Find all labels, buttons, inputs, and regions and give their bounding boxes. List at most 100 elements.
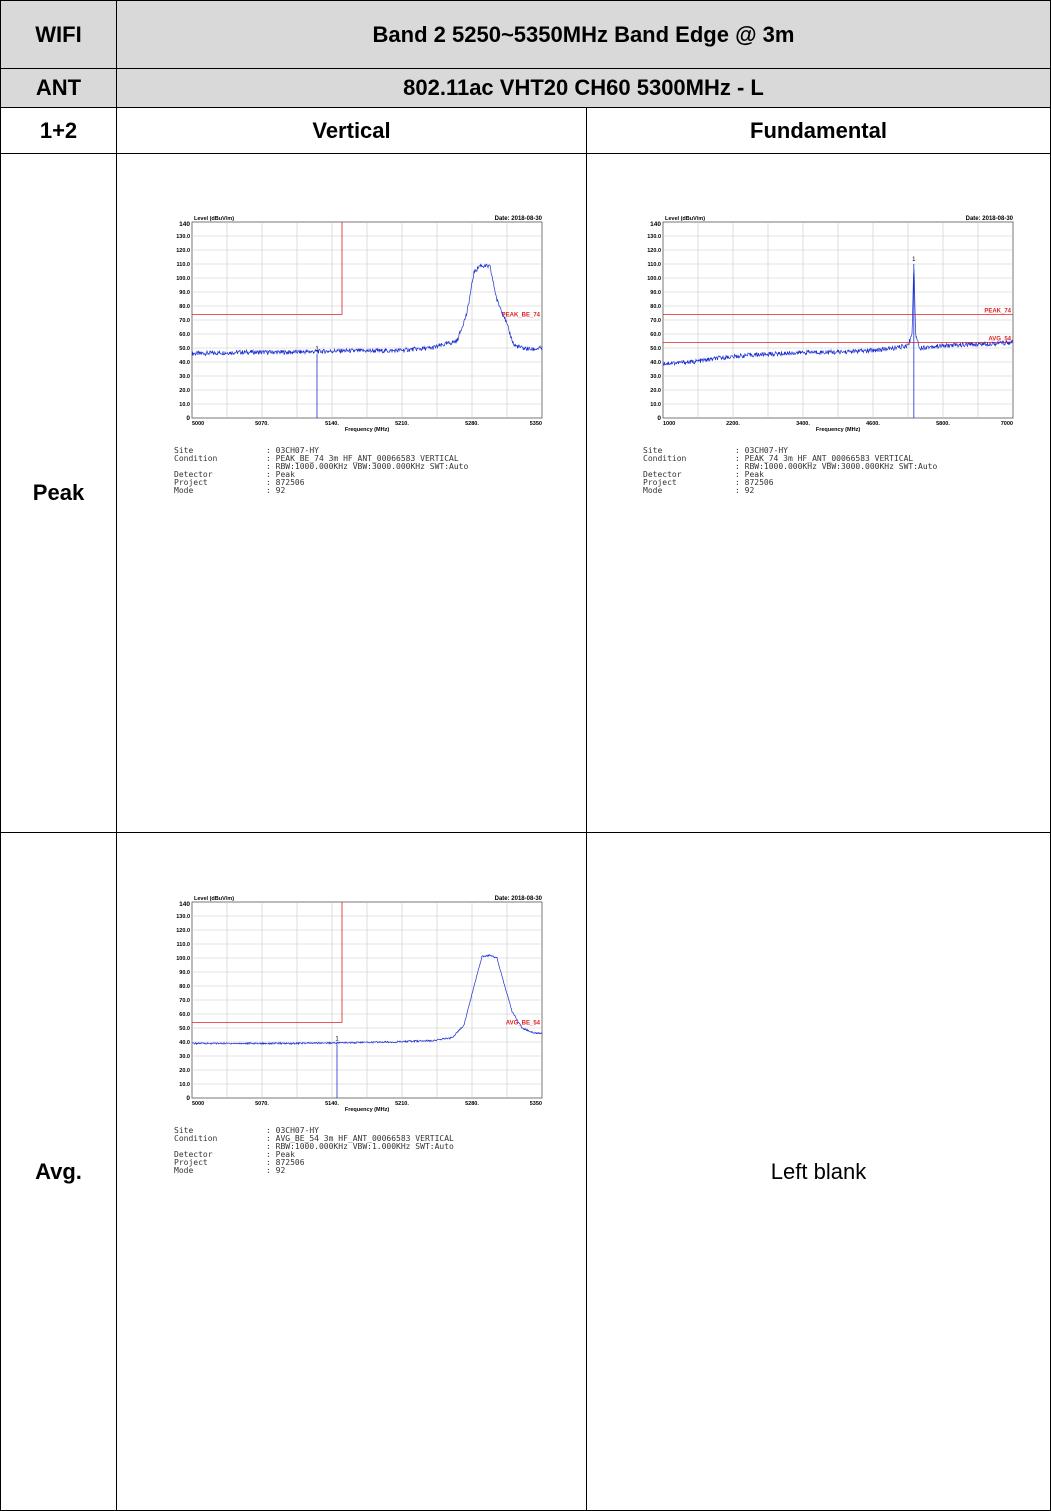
info-value: : AVG_BE_54 3m HF_ANT_00066583 VERTICAL — [266, 1134, 454, 1143]
y-tick-label: 30.0 — [179, 374, 190, 380]
info-value: : 92 — [266, 1166, 286, 1175]
x-axis-label: Frequency (MHz) — [345, 1107, 389, 1113]
info-key: Detector — [174, 1150, 213, 1159]
y-tick-label: 60.0 — [179, 332, 190, 338]
chart-date: Date: 2018-08-30 — [966, 216, 1014, 222]
y-axis-label: Level (dBuV/m) — [665, 216, 705, 222]
y-tick-label: 20.0 — [179, 388, 190, 394]
y-tick-label: 90.0 — [179, 970, 190, 976]
info-value: : Peak — [266, 1150, 295, 1159]
trace-line — [192, 954, 543, 1046]
peak-vertical-info: Site: 03CH07-HY Condition: PEAK_BE_74 3m … — [174, 447, 468, 495]
peak-row-label: Peak — [0, 153, 117, 833]
limit-label: AVG_54 — [988, 336, 1011, 342]
x-tick-label: 5280. — [465, 1101, 479, 1107]
info-value: : 03CH07-HY — [266, 446, 319, 455]
y-tick-label: 10.0 — [179, 402, 190, 408]
row2-label: ANT — [0, 68, 117, 108]
info-line: Detector : Peak — [174, 471, 468, 479]
marker-label: 1 — [315, 347, 319, 353]
info-line: Detector: Peak — [643, 471, 937, 479]
x-tick-label: 5070. — [255, 421, 269, 427]
limit-label: PEAK_BE_74 — [502, 312, 541, 318]
y-tick-label: 20.0 — [179, 1068, 190, 1074]
y-tick-label: 110.0 — [177, 262, 190, 268]
info-key: Detector — [643, 470, 682, 479]
y-tick-label: 80.0 — [179, 304, 190, 310]
avg-vertical-info: Site: 03CH07-HY Condition: AVG_BE_54 3m H… — [174, 1127, 454, 1175]
y-tick-label: 100.0 — [176, 276, 190, 282]
y-tick-label: 120.0 — [647, 248, 661, 254]
info-value: : PEAK_BE_74 3m HF_ANT_00066583 VERTICAL — [266, 454, 459, 463]
y-tick-label: 70.0 — [179, 998, 190, 1004]
y-tick-label: 100.0 — [176, 956, 190, 962]
y-tick-label: 10.0 — [179, 1082, 190, 1088]
row1-value: Band 2 5250~5350MHz Band Edge @ 3m — [116, 0, 1051, 69]
info-line: Mode: 92 — [174, 487, 468, 495]
y-tick-label: 50.0 — [650, 346, 661, 352]
info-value: : RBW:1000.000KHz VBW:3000.000KHz SWT:Au… — [735, 462, 938, 471]
peak-fundamental-info: Site: 03CH07-HY Condition: PEAK_74 3m HF_… — [643, 447, 937, 495]
y-tick-label: 40.0 — [179, 360, 190, 366]
y-tick-label: 130.0 — [176, 234, 190, 240]
y-tick-label: 70.0 — [179, 318, 190, 324]
info-key: Site — [643, 446, 663, 455]
info-key: Project — [174, 1158, 208, 1167]
y-tick-label: 110.0 — [648, 262, 661, 268]
x-tick-label: 5210. — [395, 1101, 409, 1107]
x-tick-label: 5350 — [530, 1101, 542, 1107]
avg-row-label: Avg. — [0, 832, 117, 1511]
info-line: Mode : 92 — [174, 1167, 454, 1175]
y-tick-label: 90.0 — [650, 290, 661, 296]
x-tick-label: 5000 — [192, 1101, 204, 1107]
info-value: : RBW:1000.000KHz VBW:1.000KHz SWT:Auto — [266, 1142, 454, 1151]
x-axis-label: Frequency (MHz) — [345, 427, 389, 433]
info-key: Mode — [174, 1166, 194, 1175]
x-tick-label: 5000 — [192, 421, 204, 427]
y-tick-label: 30.0 — [179, 1054, 190, 1060]
chart-date: Date: 2018-08-30 — [495, 216, 543, 222]
y-tick-label: 140 — [179, 901, 190, 908]
y-tick-label: 100.0 — [647, 276, 661, 282]
trace-line — [191, 263, 543, 357]
y-tick-label: 50.0 — [179, 346, 190, 352]
y-tick-label: 130.0 — [647, 234, 661, 240]
info-line: Project: 872506 — [643, 479, 937, 487]
y-tick-label: 20.0 — [650, 388, 661, 394]
y-tick-label: 0 — [186, 415, 190, 422]
info-key: Detector — [174, 470, 213, 479]
x-tick-label: 5140. — [325, 421, 339, 427]
x-tick-label: 5070. — [255, 1101, 269, 1107]
info-key: Project — [174, 478, 208, 487]
y-axis-label: Level (dBuV/m) — [194, 216, 234, 222]
y-tick-label: 60.0 — [650, 332, 661, 338]
y-axis-label: Level (dBuV/m) — [194, 896, 234, 902]
info-key: Condition — [643, 454, 687, 463]
x-tick-label: 7000 — [1001, 421, 1013, 427]
trace-line — [662, 269, 1014, 367]
y-tick-label: 130.0 — [176, 914, 190, 920]
x-axis-label: Frequency (MHz) — [816, 427, 860, 433]
info-key: Condition — [174, 1134, 218, 1143]
info-key: Site — [174, 1126, 194, 1135]
y-tick-label: 30.0 — [650, 374, 661, 380]
y-tick-label: 140 — [179, 221, 190, 228]
x-tick-label: 1000 — [663, 421, 675, 427]
info-key: Condition — [174, 454, 218, 463]
info-line: : RBW:1000.000KHz VBW:1.000KHz SWT:Auto — [174, 1143, 454, 1151]
y-tick-label: 40.0 — [179, 1040, 190, 1046]
y-tick-label: 110.0 — [177, 942, 190, 948]
limit-label: AVG_BE_54 — [506, 1020, 541, 1026]
x-tick-label: 5210. — [395, 421, 409, 427]
y-tick-label: 90.0 — [179, 290, 190, 296]
col-vertical-header: Vertical — [116, 107, 587, 154]
y-tick-label: 60.0 — [179, 1012, 190, 1018]
info-line: Mode: 92 — [643, 487, 937, 495]
y-tick-label: 50.0 — [179, 1026, 190, 1032]
x-tick-label: 4600. — [866, 421, 880, 427]
row1-label: WIFI — [0, 0, 117, 69]
info-line: Project: 872506 — [174, 479, 468, 487]
left-blank-cell: Left blank — [586, 832, 1051, 1511]
info-value: : Peak — [266, 470, 295, 479]
